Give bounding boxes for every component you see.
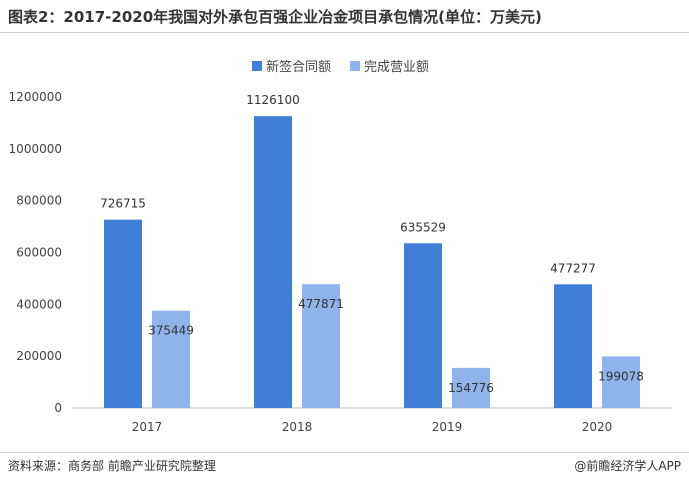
data-label-2019-series2: 154776 bbox=[448, 381, 494, 395]
y-tick-label: 1200000 bbox=[9, 90, 62, 104]
legend-label-2: 完成营业额 bbox=[364, 60, 429, 75]
x-tick-label: 2020 bbox=[582, 420, 613, 434]
bar-2018-series2 bbox=[302, 284, 340, 408]
y-tick-label: 800000 bbox=[16, 194, 62, 208]
y-tick-label: 1000000 bbox=[9, 142, 62, 156]
x-tick-label: 2017 bbox=[132, 420, 163, 434]
footer-divider bbox=[0, 452, 689, 453]
data-label-2019-series1: 635529 bbox=[400, 220, 446, 234]
bar-2017-series1 bbox=[104, 219, 142, 408]
legend-swatch-2 bbox=[350, 61, 360, 71]
x-tick-label: 2019 bbox=[432, 420, 463, 434]
data-label-2020-series2: 199078 bbox=[598, 369, 644, 383]
bar-2019-series1 bbox=[404, 243, 442, 408]
credit-note: @前瞻经济学人APP bbox=[574, 459, 681, 473]
title-divider bbox=[0, 32, 689, 33]
data-label-2018-series2: 477871 bbox=[298, 297, 344, 311]
bar-2020-series2 bbox=[602, 356, 640, 408]
y-tick-label: 200000 bbox=[16, 349, 62, 363]
data-label-2018-series1: 1126100 bbox=[246, 93, 299, 107]
source-note: 资料来源：商务部 前瞻产业研究院整理 bbox=[8, 459, 216, 473]
bar-2019-series2 bbox=[452, 367, 490, 408]
bar-2017-series2 bbox=[152, 310, 190, 408]
x-tick-label: 2018 bbox=[282, 420, 313, 434]
legend-swatch-1 bbox=[252, 61, 262, 71]
bar-2018-series1 bbox=[254, 116, 292, 409]
bar-chart: 新签合同额 完成营业额 0 200000 400000 600000 800000 10000… bbox=[9, 59, 672, 434]
legend-label-1: 新签合同额 bbox=[266, 59, 331, 75]
y-tick-label: 600000 bbox=[16, 246, 62, 260]
data-label-2017-series1: 726715 bbox=[100, 197, 146, 211]
y-tick-label: 400000 bbox=[16, 297, 62, 311]
data-label-2017-series2: 375449 bbox=[148, 324, 194, 338]
y-tick-label: 0 bbox=[54, 401, 62, 415]
data-label-2020-series1: 477277 bbox=[550, 261, 596, 275]
bar-2020-series1 bbox=[554, 284, 592, 408]
chart-title: 图表2：2017-2020年我国对外承包百强企业冶金项目承包情况(单位：万美元) bbox=[8, 8, 542, 26]
